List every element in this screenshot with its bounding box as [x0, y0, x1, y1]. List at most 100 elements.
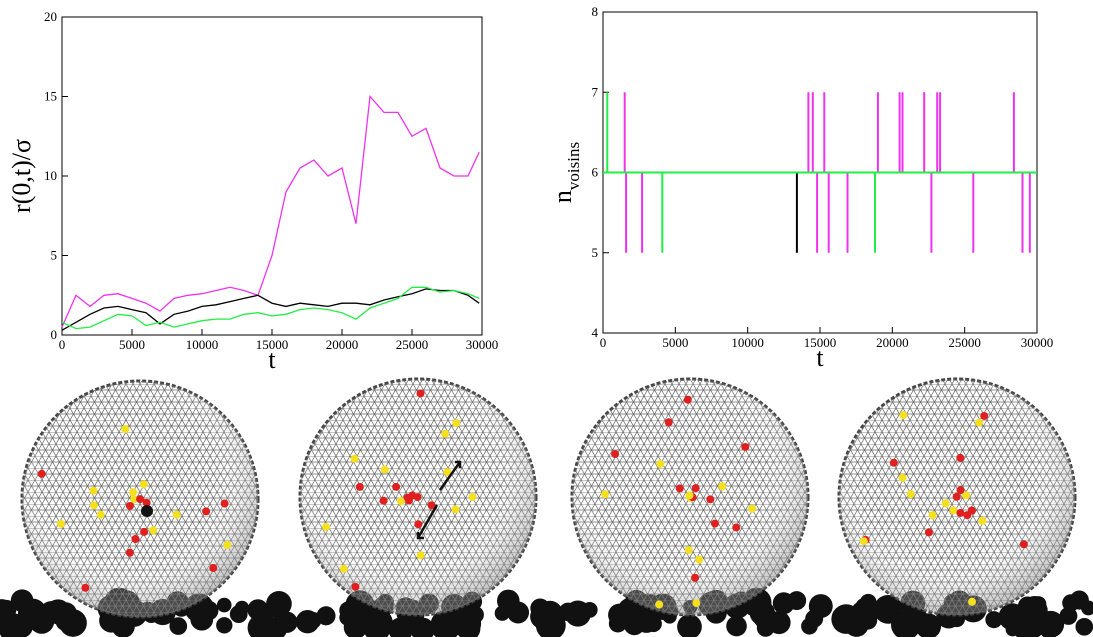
defect — [202, 507, 211, 516]
y-tick-label: 15 — [44, 89, 57, 104]
x-tick-label: 10000 — [731, 335, 764, 350]
substrate-blob — [1075, 617, 1093, 636]
y-tick-label: 10 — [44, 168, 57, 183]
y-tick-label: 5 — [592, 245, 599, 260]
defect — [718, 482, 727, 491]
y-tick-label: 7 — [592, 84, 599, 99]
defect — [223, 540, 232, 549]
x-tick-label: 15000 — [804, 335, 837, 350]
substrate-blob — [1005, 622, 1020, 637]
x-tick-label: 5000 — [662, 335, 688, 350]
y-axis-label-sub: voisins — [564, 142, 583, 190]
defect — [741, 442, 750, 451]
defect — [656, 459, 665, 468]
x-tick-label: 5000 — [119, 337, 145, 352]
defect — [413, 493, 422, 502]
defect — [975, 418, 984, 427]
substrate-blob — [295, 610, 320, 634]
tracked-particle — [141, 505, 153, 517]
defect — [136, 495, 145, 504]
x-tick-label: 30000 — [466, 337, 499, 352]
x-axis-label: t — [268, 345, 276, 374]
defect — [906, 490, 915, 499]
defect — [941, 499, 950, 508]
defect — [664, 418, 673, 427]
defect — [952, 492, 961, 501]
x-tick-label: 10000 — [186, 337, 219, 352]
x-tick-label: 25000 — [396, 337, 429, 352]
substrate-blob — [1030, 596, 1047, 612]
defect — [924, 528, 933, 537]
substrate-blob — [635, 611, 651, 627]
defect — [468, 493, 477, 502]
substrate-blob — [216, 617, 233, 634]
substrate-blob — [430, 611, 457, 637]
defect — [57, 519, 66, 528]
defect — [675, 484, 684, 493]
defect — [956, 508, 965, 517]
substrate-blob — [111, 614, 135, 637]
defect — [121, 424, 130, 433]
y-tick-label: 4 — [592, 325, 599, 340]
defect — [710, 519, 719, 528]
defect — [1019, 540, 1028, 549]
y-tick-label: 0 — [51, 327, 58, 342]
substrate-blob — [537, 600, 563, 627]
substrate-blob — [0, 599, 14, 623]
substrate-blob — [29, 608, 55, 634]
series-line — [61, 288, 480, 331]
defect — [928, 511, 937, 520]
substrate-blob — [1059, 606, 1078, 625]
defect — [684, 546, 693, 555]
sphere-images — [0, 377, 1093, 637]
substrate-blob — [878, 596, 895, 614]
defect — [655, 600, 664, 609]
series-line — [603, 92, 1037, 253]
defect — [441, 429, 450, 438]
y-axis-label-main: n — [548, 190, 577, 203]
y-tick-label: 20 — [44, 9, 57, 24]
substrate-blob — [10, 589, 34, 612]
defect — [172, 510, 181, 519]
substrate-blob — [844, 612, 869, 637]
defect — [125, 548, 134, 557]
defect — [350, 454, 359, 463]
defect — [685, 491, 694, 500]
defect — [452, 419, 461, 428]
defect — [220, 499, 229, 508]
substrate-blob — [316, 606, 336, 626]
defect — [899, 411, 908, 420]
substrate-blob — [772, 592, 795, 615]
substrate-blob — [753, 605, 777, 629]
defect — [209, 564, 218, 573]
defect — [339, 564, 348, 573]
substrate-blob — [266, 590, 292, 617]
defect — [978, 516, 987, 525]
defect — [403, 493, 412, 502]
x-axis-label: t — [816, 343, 824, 372]
defect — [131, 534, 140, 543]
x-tick-label: 15000 — [256, 337, 289, 352]
defect — [396, 497, 405, 506]
defect — [140, 527, 149, 536]
defect — [392, 482, 401, 491]
substrate-blob — [169, 617, 188, 635]
series-line — [61, 286, 480, 330]
defect — [142, 498, 151, 507]
defect — [89, 501, 98, 510]
defect — [601, 490, 610, 499]
defect — [416, 551, 425, 560]
defect — [416, 389, 425, 398]
y-axis-label: nvoisins — [548, 142, 583, 203]
substrate-blob — [985, 611, 1003, 629]
defect — [351, 582, 360, 591]
defect — [695, 555, 704, 564]
x-tick-label: 30000 — [1021, 335, 1054, 350]
substrate-blob — [216, 597, 232, 613]
substrate-blob — [497, 589, 520, 613]
substrate-blob — [1037, 610, 1065, 637]
defect — [355, 482, 364, 491]
defect — [125, 501, 134, 510]
defect — [611, 450, 620, 459]
substrate-blob — [915, 613, 942, 637]
